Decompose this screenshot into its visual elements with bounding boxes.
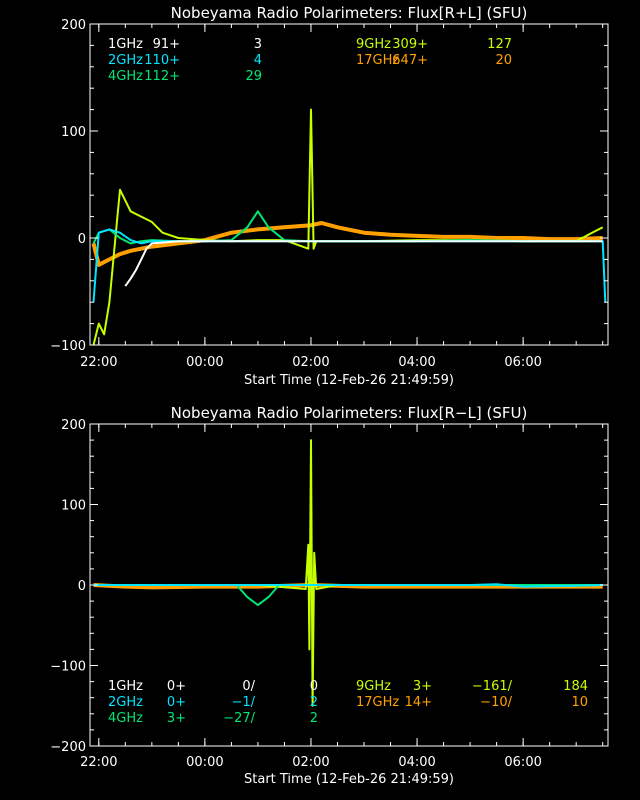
x-tick-label: 06:00 [504,355,541,370]
series-line [91,221,603,267]
x-tick-label: 04:00 [398,355,435,370]
legend-band: 9GHz [356,37,391,52]
x-axis-label: Start Time (12-Feb-26 21:49:59) [244,772,454,787]
x-tick-label: 22:00 [80,355,117,370]
legend-value: −27/ [223,711,255,726]
legend-value: 2 [310,711,318,726]
y-tick-label: 200 [61,18,86,33]
legend-value: 0+ [167,695,186,710]
legend-value: 4 [254,53,262,68]
x-tick-label: 04:00 [398,755,435,770]
legend-value: 91+ [153,37,180,52]
legend-value: 0/ [242,679,255,694]
legend-value: 110+ [144,53,180,68]
x-tick-label: 22:00 [80,755,117,770]
legend-band: 1GHz [108,679,143,694]
y-tick-label: 0 [78,579,86,594]
legend-value: 2 [310,695,318,710]
legend-band: 17GHz [356,53,399,68]
legend-band: 2GHz [108,53,143,68]
legend-value: −1/ [231,695,255,710]
series-line [92,108,604,345]
y-tick-label: −100 [50,339,86,354]
legend-value: 3+ [413,679,432,694]
legend-value: −161/ [472,679,513,694]
legend-value: 3 [254,37,262,52]
y-tick-label: 0 [78,232,86,247]
plot-area [93,439,603,707]
legend-value: 184 [563,679,588,694]
chart-title: Nobeyama Radio Polarimeters: Flux[R−L] (… [171,404,528,422]
series-line [124,240,603,287]
x-tick-label: 02:00 [292,355,329,370]
plot-frame [89,23,609,346]
legend-band: 1GHz [108,37,143,52]
legend-band: 2GHz [108,695,143,710]
y-tick-label: −200 [50,740,86,755]
legend-band: 17GHz [356,695,399,710]
legend-value: 112+ [144,69,180,84]
legend-value: 309+ [392,37,428,52]
legend-value: 3+ [167,711,186,726]
legend-band: 4GHz [108,711,143,726]
y-tick-label: 100 [61,125,86,140]
legend-band: 4GHz [108,69,143,84]
y-tick-label: 100 [61,499,86,514]
legend-band: 9GHz [356,679,391,694]
legend-value: 10 [571,695,588,710]
legend-value: 20 [495,53,512,68]
series-line [93,439,603,707]
chart-title: Nobeyama Radio Polarimeters: Flux[R+L] (… [171,4,528,22]
x-tick-label: 00:00 [186,355,223,370]
legend-value: 647+ [392,53,428,68]
legend-value: 29 [245,69,262,84]
y-tick-label: 200 [61,418,86,433]
x-tick-label: 02:00 [292,755,329,770]
x-tick-label: 06:00 [504,755,541,770]
x-axis-label: Start Time (12-Feb-26 21:49:59) [244,373,454,388]
legend-value: 0+ [167,679,186,694]
legend-value: 127 [487,37,512,52]
x-tick-label: 00:00 [186,755,223,770]
y-tick-label: −100 [50,660,86,675]
plot-area [91,108,607,345]
legend-value: 0 [310,679,318,694]
legend-value: −10/ [480,695,512,710]
series-line [93,583,603,588]
legend-value: 14+ [405,695,432,710]
